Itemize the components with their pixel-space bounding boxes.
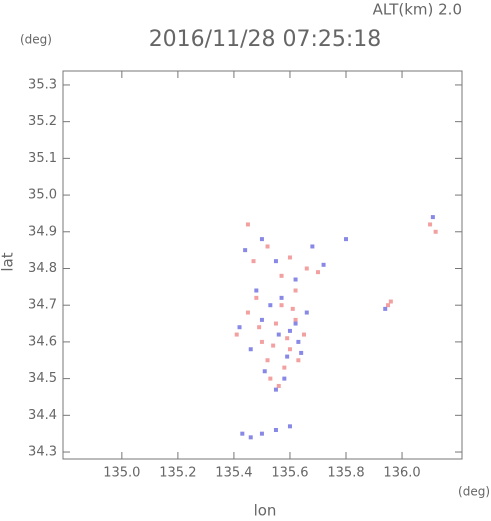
point <box>428 222 433 227</box>
point <box>245 310 250 315</box>
point <box>433 229 438 234</box>
point <box>257 325 262 330</box>
y-tick-label: 34.6 <box>28 334 57 349</box>
point <box>279 295 284 300</box>
point <box>285 354 290 359</box>
point <box>282 376 287 381</box>
y-tick-label: 34.8 <box>28 261 57 276</box>
point <box>343 237 348 242</box>
point <box>304 310 309 315</box>
point <box>293 321 298 326</box>
point <box>296 339 301 344</box>
y-tick-label: 35.2 <box>28 114 57 129</box>
y-tick-label: 34.5 <box>28 371 57 386</box>
point <box>273 259 278 264</box>
y-unit: (deg) <box>20 33 52 47</box>
point <box>234 332 239 337</box>
y-tick-label: 34.4 <box>28 408 57 423</box>
point <box>273 387 278 392</box>
point <box>386 303 391 308</box>
x-unit: (deg) <box>458 485 490 499</box>
point <box>265 358 270 363</box>
point <box>299 350 304 355</box>
point <box>276 332 281 337</box>
point <box>285 336 290 341</box>
point <box>383 306 388 311</box>
point <box>293 277 298 282</box>
y-tick-label: 34.7 <box>28 298 57 313</box>
point <box>240 431 245 436</box>
point <box>259 237 264 242</box>
x-tick-label: 136.0 <box>383 466 420 481</box>
point <box>276 383 281 388</box>
y-tick-label: 35.1 <box>28 151 57 166</box>
point <box>254 295 259 300</box>
point <box>315 270 320 275</box>
x-tick-label: 135.8 <box>327 466 364 481</box>
point <box>279 303 284 308</box>
point <box>273 428 278 433</box>
y-tick-label: 35.3 <box>28 77 57 92</box>
point <box>287 424 292 429</box>
point <box>251 259 256 264</box>
point <box>279 273 284 278</box>
point <box>268 303 273 308</box>
point <box>254 288 259 293</box>
y-tick-label: 34.3 <box>28 445 57 460</box>
point <box>262 369 267 374</box>
point <box>259 317 264 322</box>
point <box>271 343 276 348</box>
point <box>310 244 315 249</box>
point <box>287 347 292 352</box>
x-tick-label: 135.6 <box>271 466 308 481</box>
y-tick-label: 35.0 <box>28 188 57 203</box>
point <box>245 222 250 227</box>
point <box>430 215 435 220</box>
point <box>321 262 326 267</box>
point <box>265 244 270 249</box>
x-axis-label: lon <box>254 502 277 520</box>
point <box>287 328 292 333</box>
point <box>304 266 309 271</box>
point <box>388 299 393 304</box>
point <box>243 248 248 253</box>
y-axis-label: lat <box>0 252 17 271</box>
point <box>290 306 295 311</box>
point <box>259 431 264 436</box>
x-tick-label: 135.0 <box>103 466 140 481</box>
x-tick-label: 135.2 <box>159 466 196 481</box>
point <box>248 435 253 440</box>
point <box>293 317 298 322</box>
point <box>237 325 242 330</box>
point <box>273 321 278 326</box>
point <box>248 347 253 352</box>
point <box>301 332 306 337</box>
point <box>287 255 292 260</box>
point <box>282 365 287 370</box>
point <box>296 358 301 363</box>
chart-title: 2016/11/28 07:25:18 <box>149 27 382 52</box>
y-tick-label: 34.9 <box>28 224 57 239</box>
annotation: ALT(km) 2.0 <box>373 1 462 19</box>
plot-frame <box>62 70 463 460</box>
point <box>293 288 298 293</box>
point <box>268 376 273 381</box>
point <box>259 339 264 344</box>
x-tick-label: 135.4 <box>215 466 252 481</box>
